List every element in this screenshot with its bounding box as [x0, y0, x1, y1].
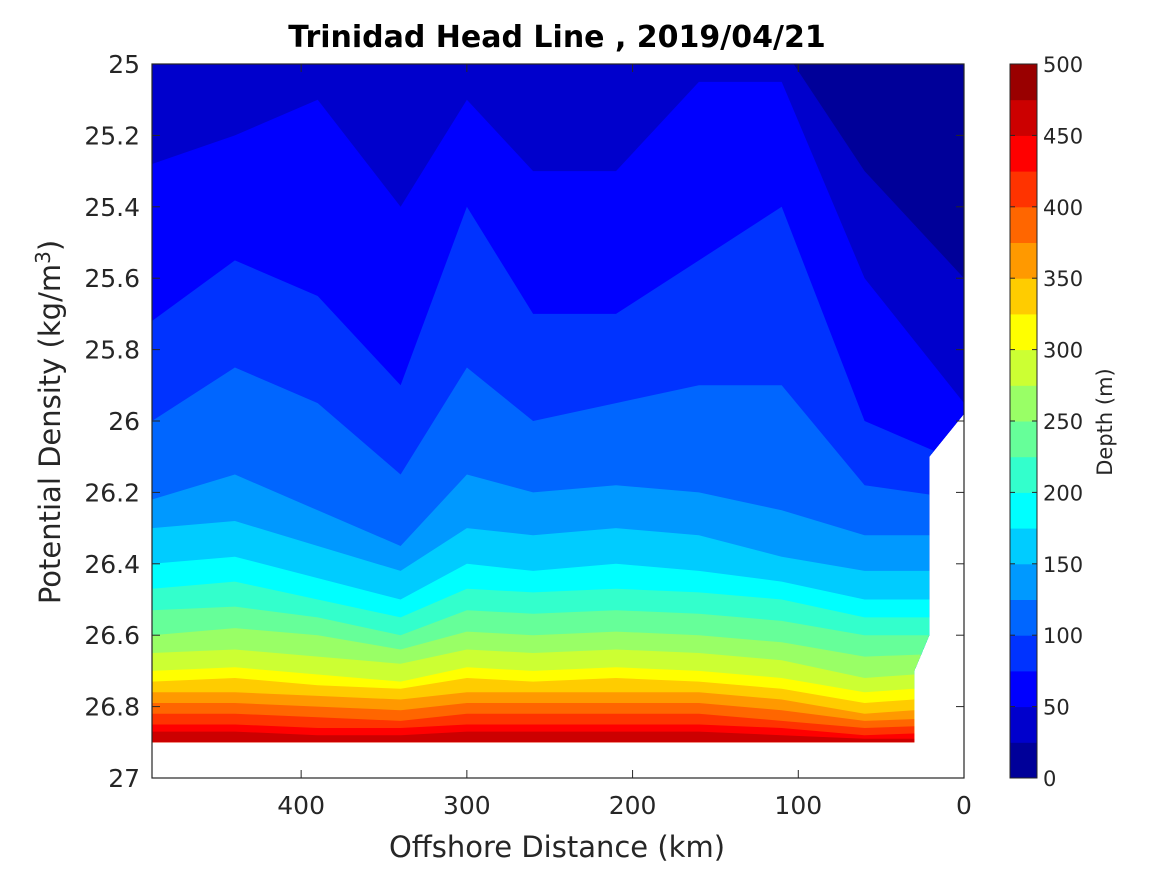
y-axis-ticks: 25 25.2 25.4 25.6 25.8 26 26.2 26.4 26.6 26.8 27	[84, 50, 964, 793]
colorbar-swatch-125	[1010, 563, 1037, 600]
colorbar-swatch-250	[1010, 385, 1037, 422]
y-tick-label: 25.4	[84, 193, 140, 222]
colorbar-swatch-25	[1010, 706, 1037, 743]
colorbar-tick-label: 400	[1043, 196, 1083, 220]
colorbar-tick-label: 0	[1043, 767, 1056, 791]
x-tick-label: 0	[956, 791, 972, 820]
colorbar-swatch-75	[1010, 635, 1037, 672]
colorbar-swatch-225	[1010, 421, 1037, 458]
y-tick-label: 26.8	[84, 693, 140, 722]
y-tick-label: 26	[108, 407, 140, 436]
colorbar-swatch-325	[1010, 278, 1037, 315]
colorbar-label: Depth (m)	[1093, 368, 1117, 475]
y-tick-label: 25.2	[84, 121, 140, 150]
colorbar-swatch-175	[1010, 492, 1037, 529]
y-tick-label: 25.6	[84, 264, 140, 293]
x-tick-label: 300	[443, 791, 491, 820]
colorbar-swatch-50	[1010, 670, 1037, 708]
colorbar-tick-label: 100	[1043, 624, 1083, 648]
y-tick-label: 26.6	[84, 621, 140, 650]
colorbar-swatch-350	[1010, 242, 1037, 279]
y-tick-label: 26.2	[84, 478, 140, 507]
y-axis-label-sup: 3	[31, 251, 55, 264]
x-axis-ticks: 400 300 200 100 0	[277, 64, 972, 820]
colorbar-tick-label: 50	[1043, 696, 1070, 720]
y-tick-label: 26.4	[84, 550, 140, 579]
colorbar-swatch-150	[1010, 528, 1037, 565]
colorbar-tick-label: 350	[1043, 267, 1083, 291]
y-tick-label: 27	[108, 764, 140, 793]
colorbar-swatch-400	[1010, 171, 1037, 208]
colorbar-tick-label: 300	[1043, 339, 1083, 363]
x-tick-label: 200	[609, 791, 657, 820]
colorbar-swatch-200	[1010, 456, 1037, 493]
y-tick-label: 25.8	[84, 336, 140, 365]
colorbar-tick-label: 150	[1043, 553, 1083, 577]
colorbar-tick-label: 200	[1043, 481, 1083, 505]
y-axis-label-main: Potential Density (kg/m	[33, 264, 67, 604]
y-tick-label: 25	[108, 50, 140, 79]
colorbar-swatch-425	[1010, 135, 1037, 172]
colorbar-swatch-275	[1010, 349, 1037, 386]
x-tick-label: 400	[277, 791, 325, 820]
colorbar-swatch-0	[1010, 742, 1037, 779]
contour-bands	[152, 64, 964, 743]
chart-title: Trinidad Head Line , 2019/04/21	[288, 20, 825, 55]
y-axis-label: Potential Density (kg/m3)	[31, 240, 67, 604]
x-axis-label: Offshore Distance (km)	[389, 830, 725, 864]
colorbar-swatch-475	[1010, 64, 1037, 101]
colorbar-swatch-375	[1010, 206, 1037, 243]
colorbar-swatch-300	[1010, 313, 1037, 351]
colorbar: 0 50 100 150 200 250 300 350 400 450 500	[1009, 53, 1083, 791]
colorbar-tick-label: 450	[1043, 124, 1083, 148]
colorbar-tick-label: 500	[1043, 53, 1083, 77]
colorbar-swatch-450	[1010, 99, 1037, 136]
colorbar-tick-label: 250	[1043, 410, 1083, 434]
y-axis-label-close: )	[33, 240, 67, 251]
x-tick-label: 100	[774, 791, 822, 820]
plot-area	[151, 63, 965, 779]
colorbar-swatch-100	[1010, 599, 1037, 636]
